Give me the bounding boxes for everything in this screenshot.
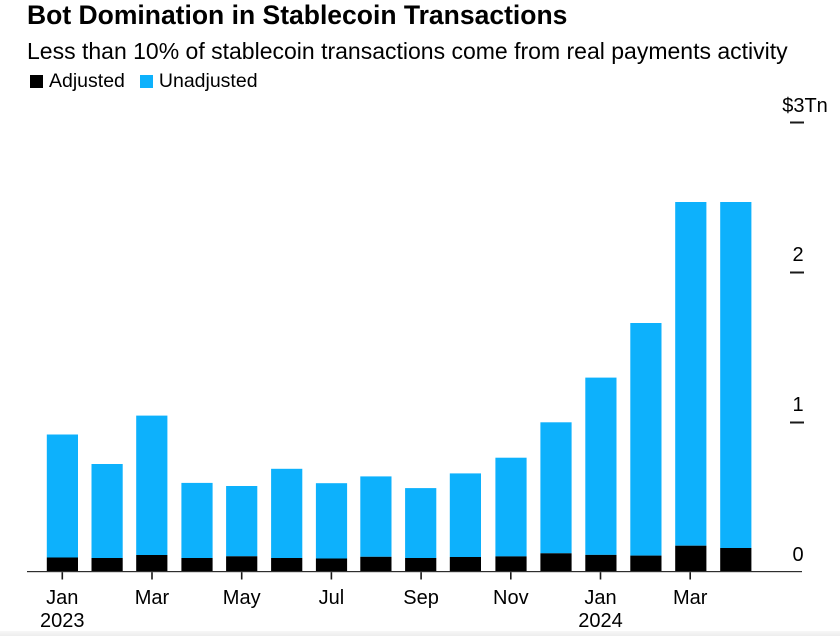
svg-text:Sep: Sep <box>403 587 439 609</box>
svg-text:2023: 2023 <box>40 610 85 632</box>
svg-text:Nov: Nov <box>493 587 529 609</box>
svg-text:Jul: Jul <box>319 587 345 609</box>
svg-text:Mar: Mar <box>135 587 170 609</box>
svg-text:Mar: Mar <box>673 587 708 609</box>
svg-text:0: 0 <box>792 544 803 566</box>
svg-text:2024: 2024 <box>578 610 623 632</box>
svg-text:Jan: Jan <box>584 587 616 609</box>
svg-text:$3Tn: $3Tn <box>782 95 828 117</box>
svg-text:1: 1 <box>792 394 803 416</box>
svg-text:May: May <box>223 587 261 609</box>
svg-text:2: 2 <box>792 244 803 266</box>
svg-text:Jan: Jan <box>46 587 78 609</box>
